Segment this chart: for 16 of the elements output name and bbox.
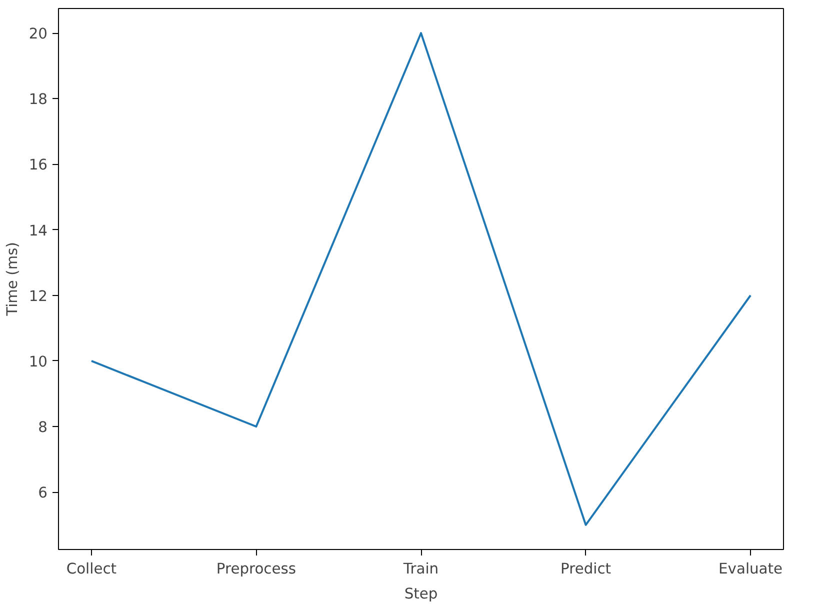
y-tick-label: 14 bbox=[28, 222, 48, 240]
y-tick-label: 16 bbox=[28, 156, 48, 174]
x-tick-label: Predict bbox=[560, 560, 612, 578]
x-axis-title: Step bbox=[404, 586, 438, 602]
x-tick-label: Train bbox=[402, 560, 439, 578]
x-tick-label: Collect bbox=[66, 560, 117, 578]
line-series bbox=[90, 32, 752, 526]
y-tick-label: 10 bbox=[28, 353, 48, 370]
y-tick-label: 18 bbox=[28, 91, 48, 108]
x-tick-label: Evaluate bbox=[718, 560, 783, 578]
y-tick-label: 12 bbox=[28, 288, 48, 305]
y-axis-title: Time (ms) bbox=[4, 242, 21, 317]
y-tick-label: 20 bbox=[28, 26, 48, 43]
x-tick-label: Preprocess bbox=[216, 560, 296, 578]
y-tick-label: 6 bbox=[38, 484, 48, 502]
y-tick-label: 8 bbox=[38, 419, 48, 436]
